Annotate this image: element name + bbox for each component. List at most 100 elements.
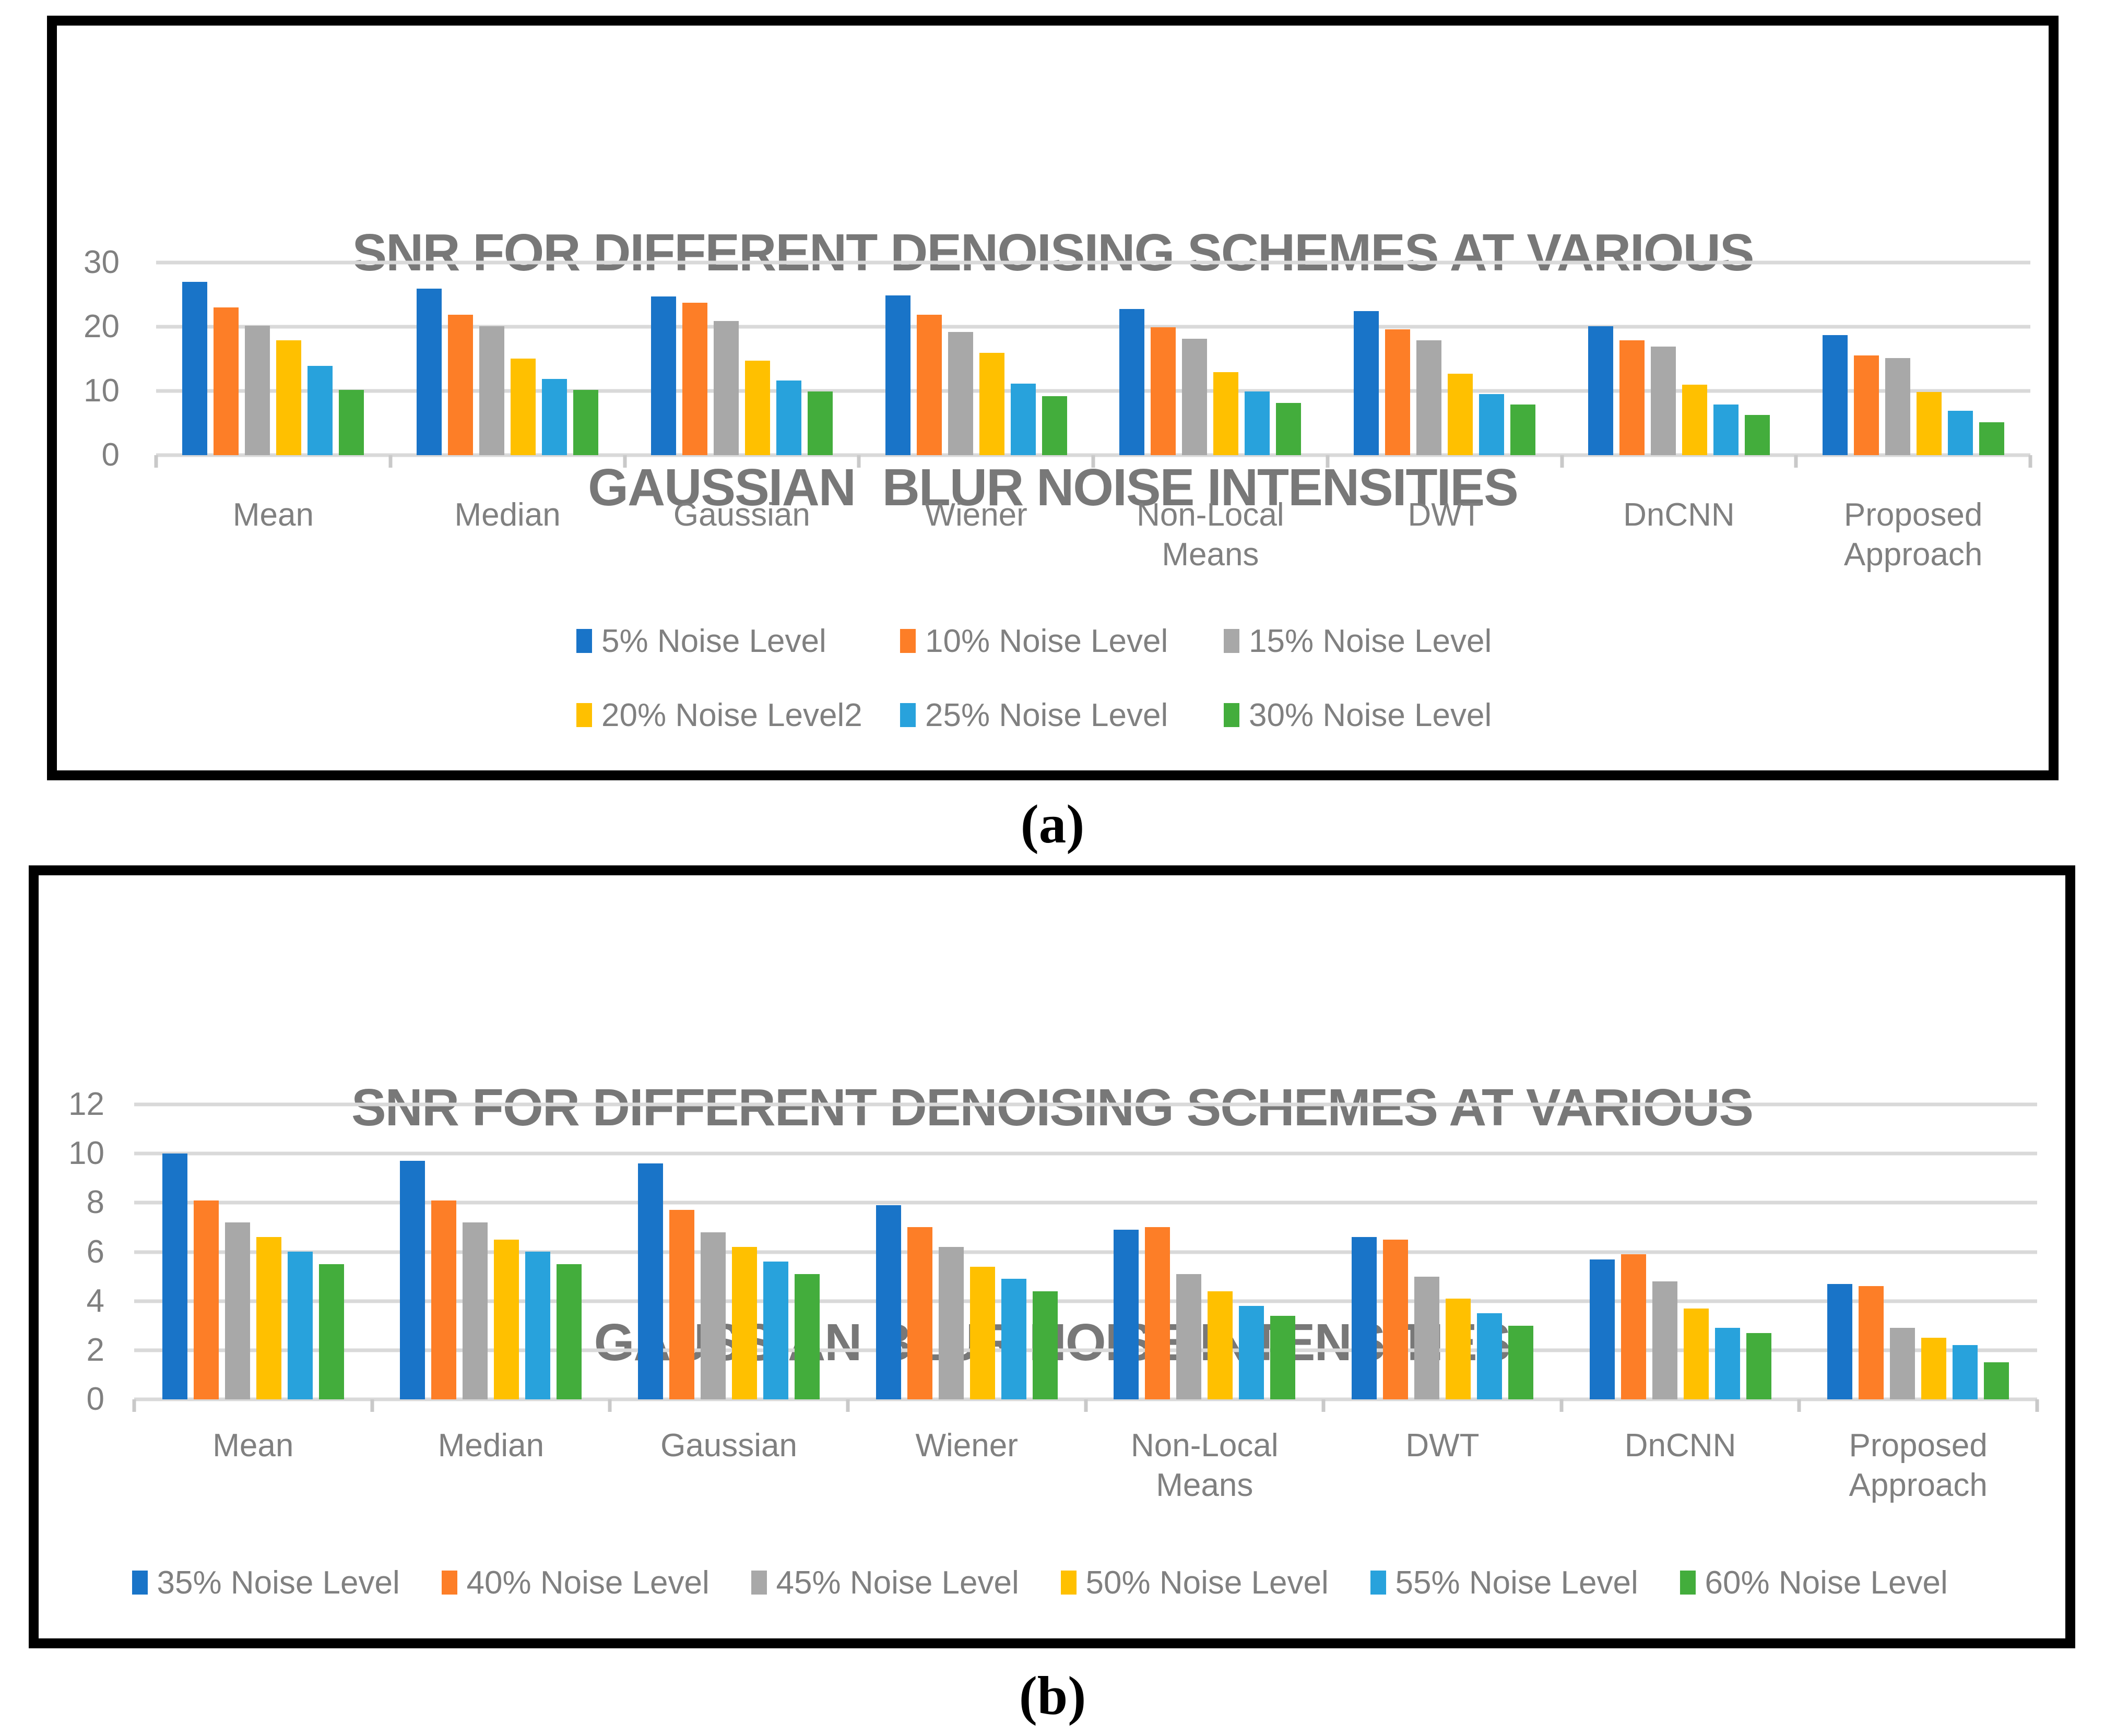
bar-50-noise-level — [1683, 1309, 1709, 1399]
bar-25-noise-level — [1245, 391, 1270, 455]
bar-10-noise-level — [1853, 355, 1879, 455]
category-label-text: Median — [437, 1428, 545, 1464]
chart-a-title-line1: SNR FOR DIFFERENT DENOISING SCHEMES AT V… — [352, 223, 1754, 282]
bar-5-noise-level — [651, 296, 676, 455]
gridline-y-8 — [134, 1200, 2037, 1205]
category-label-text: Mean — [212, 1428, 294, 1464]
y-axis-b: 12 10 8 6 4 2 0 — [39, 1088, 104, 1416]
category-label: Gaussian — [610, 1426, 848, 1466]
chart-panel-b: SNR FOR DIFFERENT DENOISING SCHEMES AT V… — [29, 865, 2075, 1648]
category-label: Median — [391, 495, 625, 535]
x-axis-tick — [1326, 455, 1330, 468]
legend-swatch-icon — [1370, 1571, 1386, 1595]
bar-group-dwt — [1328, 263, 1562, 455]
bar-group-proposed-approach — [1796, 263, 2030, 455]
legend-item: 50% Noise Level — [1060, 1559, 1353, 1606]
category-label-text: Gaussian — [660, 1428, 798, 1464]
bar-10-noise-level — [448, 315, 474, 455]
legend-item: 60% Noise Level — [1680, 1559, 1972, 1606]
legend-item: 15% Noise Level — [1224, 617, 1529, 664]
legend-label: 60% Noise Level — [1705, 1564, 1948, 1601]
gridline-y-10 — [156, 389, 2030, 393]
y-tick-label-6: 6 — [86, 1233, 104, 1270]
y-tick-label-12: 12 — [68, 1086, 104, 1122]
legend-swatch-icon — [576, 703, 592, 727]
bar-40-noise-level — [1145, 1227, 1170, 1399]
bar-5-noise-level — [417, 289, 442, 455]
legend-swatch-icon — [751, 1571, 767, 1595]
x-axis-tick — [154, 455, 158, 468]
category-label: DWT — [1323, 1426, 1562, 1466]
chart-a-title-line2: GAUSSIAN BLUR NOISE INTENSITIES — [588, 458, 1519, 517]
bar-10-noise-level — [916, 315, 942, 455]
x-axis-tick — [1560, 455, 1564, 468]
chart-b-title-line1: SNR FOR DIFFERENT DENOISING SCHEMES AT V… — [351, 1078, 1754, 1137]
bar-20-noise-level2 — [744, 361, 770, 455]
y-tick-label-10: 10 — [84, 373, 120, 409]
chart-a-title: SNR FOR DIFFERENT DENOISING SCHEMES AT V… — [57, 57, 2049, 683]
bar-40-noise-level — [431, 1200, 457, 1399]
bar-25-noise-level — [1479, 394, 1505, 455]
bar-60-noise-level — [318, 1264, 344, 1399]
legend-swatch-icon — [1224, 629, 1239, 653]
bar-40-noise-level — [1621, 1254, 1646, 1399]
bar-25-noise-level — [1947, 411, 1973, 455]
bar-60-noise-level — [557, 1264, 582, 1399]
bar-group-wiener — [859, 263, 1093, 455]
bar-45-noise-level — [1414, 1277, 1439, 1399]
gridline-y-6 — [134, 1250, 2037, 1254]
legend-label: 25% Noise Level — [925, 697, 1168, 733]
bar-55-noise-level — [1476, 1313, 1502, 1399]
category-label-text: Median — [454, 497, 561, 533]
bar-60-noise-level — [1508, 1326, 1533, 1399]
bar-group-gaussian — [610, 1104, 848, 1399]
bar-50-noise-level — [256, 1237, 281, 1399]
category-label: DWT — [1328, 495, 1562, 535]
bar-5-noise-level — [1119, 309, 1145, 455]
bar-5-noise-level — [885, 295, 910, 455]
category-label-text: Wiener — [915, 1428, 1018, 1464]
bar-35-noise-level — [1351, 1237, 1377, 1399]
bar-50-noise-level — [1208, 1291, 1233, 1399]
category-label: Gaussian — [625, 495, 859, 535]
y-tick-label-0: 0 — [101, 437, 120, 473]
legend-label: 20% Noise Level2 — [601, 697, 862, 733]
bar-30-noise-level — [1276, 403, 1302, 455]
bar-group-non-local-means — [1086, 1104, 1324, 1399]
x-axis-tick — [2035, 1399, 2039, 1412]
bar-55-noise-level — [1953, 1345, 1978, 1399]
bar-60-noise-level — [1270, 1316, 1296, 1399]
gridline-y-2 — [134, 1348, 2037, 1352]
legend-swatch-icon — [132, 1571, 148, 1595]
legend-a: 5% Noise Level 10% Noise Level 15% Noise L… — [57, 617, 2049, 739]
category-label: Proposed Approach — [1796, 495, 2030, 575]
y-tick-label-20: 20 — [84, 308, 120, 344]
bar-55-noise-level — [1239, 1306, 1264, 1399]
bar-group-mean — [134, 1104, 372, 1399]
legend-item: 55% Noise Level — [1370, 1559, 1663, 1606]
bar-15-noise-level — [245, 326, 270, 455]
legend-label: 40% Noise Level — [466, 1564, 709, 1601]
bar-group-dncnn — [1562, 263, 1796, 455]
bar-30-noise-level — [1042, 396, 1067, 455]
category-label-text: DWT — [1405, 1428, 1480, 1464]
legend-swatch-icon — [900, 629, 916, 653]
x-axis-tick — [1091, 455, 1095, 468]
gridline-y-10 — [134, 1151, 2037, 1156]
y-tick-label-4: 4 — [86, 1282, 104, 1319]
legend-label: 45% Noise Level — [776, 1564, 1019, 1601]
bar-35-noise-level — [1827, 1284, 1853, 1399]
bar-35-noise-level — [1589, 1259, 1615, 1399]
legend-swatch-icon — [900, 703, 916, 727]
bar-15-noise-level — [948, 332, 973, 455]
category-label: Non-Local Means — [1086, 1426, 1324, 1505]
category-label-text: Non-Local Means — [1131, 1428, 1279, 1503]
bar-35-noise-level — [400, 1161, 425, 1399]
bar-25-noise-level — [308, 366, 333, 455]
x-axis-tick — [132, 1399, 136, 1412]
legend-label: 35% Noise Level — [157, 1564, 400, 1601]
category-label-text: Proposed Approach — [1843, 497, 1983, 573]
category-label: Non-Local Means — [1093, 495, 1328, 575]
legend-swatch-icon — [1680, 1571, 1696, 1595]
